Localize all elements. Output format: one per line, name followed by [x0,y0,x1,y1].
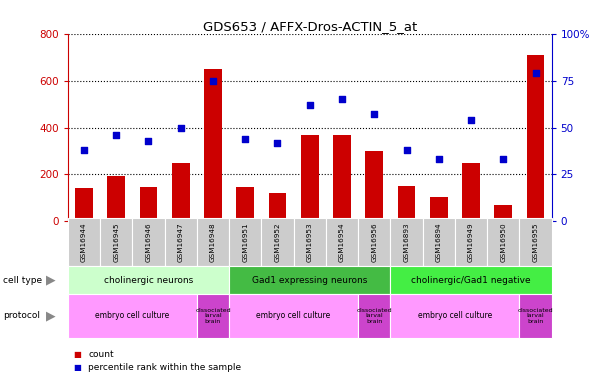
Text: ▶: ▶ [47,274,56,287]
Text: cholinergic/Gad1 negative: cholinergic/Gad1 negative [411,276,531,285]
Bar [527,55,545,221]
Bar [172,163,189,221]
Bar [107,176,125,221]
Text: GSM16946: GSM16946 [146,222,152,262]
Text: percentile rank within the sample: percentile rank within the sample [88,363,242,372]
Text: count: count [88,350,114,359]
Text: ■: ■ [74,350,81,359]
Point [305,102,314,108]
Point [402,147,411,153]
Text: embryo cell culture: embryo cell culture [257,311,331,320]
Bar [430,196,448,221]
Point [241,136,250,142]
Point [208,78,218,84]
Bar [494,205,512,221]
Text: GSM16894: GSM16894 [436,222,442,262]
Point [337,96,347,102]
Point [466,117,476,123]
Point [144,138,153,144]
Point [112,132,121,138]
Point [273,140,282,146]
Text: embryo cell culture: embryo cell culture [418,311,492,320]
Point [499,156,508,162]
Bar [237,187,254,221]
Text: GSM16947: GSM16947 [178,222,183,262]
Text: GSM16956: GSM16956 [371,222,377,262]
Bar [462,163,480,221]
Point [79,147,88,153]
Text: GSM16948: GSM16948 [210,222,216,262]
Text: GSM16945: GSM16945 [113,222,119,262]
Text: GSM16952: GSM16952 [274,222,280,262]
Text: GSM16955: GSM16955 [533,222,539,262]
Text: protocol: protocol [3,311,40,320]
Point [176,124,185,130]
Bar [268,193,286,221]
Point [434,156,444,162]
Text: GSM16944: GSM16944 [81,222,87,262]
Title: GDS653 / AFFX-Dros-ACTIN_5_at: GDS653 / AFFX-Dros-ACTIN_5_at [202,20,417,33]
Bar [75,188,93,221]
Point [531,70,540,76]
Bar [140,187,158,221]
Text: GSM16953: GSM16953 [307,222,313,262]
Text: ■: ■ [74,363,81,372]
Text: dissociated
larval
brain: dissociated larval brain [195,308,231,324]
Text: cholinergic neurons: cholinergic neurons [104,276,193,285]
Bar [204,69,222,221]
Text: dissociated
larval
brain: dissociated larval brain [517,308,553,324]
Text: GSM16950: GSM16950 [500,222,506,262]
Point [369,111,379,117]
Text: dissociated
larval
brain: dissociated larval brain [356,308,392,324]
Text: Gad1 expressing neurons: Gad1 expressing neurons [252,276,368,285]
Text: GSM16893: GSM16893 [404,222,409,262]
Bar [301,135,319,221]
Text: GSM16954: GSM16954 [339,222,345,262]
Bar [398,186,415,221]
Text: GSM16949: GSM16949 [468,222,474,262]
Text: GSM16951: GSM16951 [242,222,248,262]
Text: embryo cell culture: embryo cell culture [95,311,169,320]
Text: cell type: cell type [3,276,42,285]
Bar [365,151,383,221]
Text: ▶: ▶ [47,309,56,322]
Bar [333,135,351,221]
